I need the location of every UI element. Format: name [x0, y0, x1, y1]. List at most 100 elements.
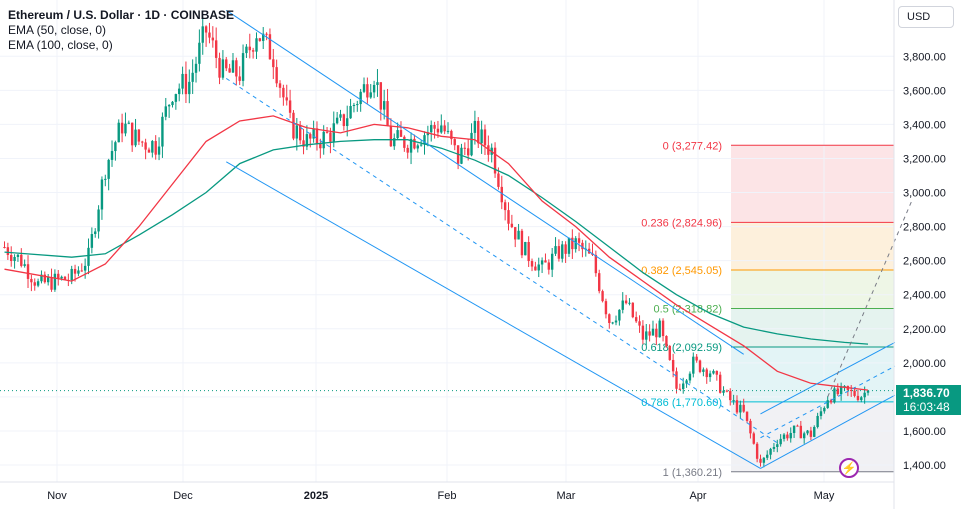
candle-body [567, 237, 571, 254]
candle-body [786, 434, 789, 439]
candle-body [624, 300, 628, 304]
candle-body [574, 238, 577, 250]
candle-body [349, 106, 352, 119]
candle-body [147, 149, 151, 153]
candle-body [214, 40, 218, 58]
candle-body [534, 266, 537, 271]
candle-body [712, 370, 715, 374]
y-tick-label: 3,400.00 [903, 119, 946, 131]
candle-body [63, 276, 67, 280]
candle-body [500, 186, 503, 203]
candle-body [104, 178, 107, 180]
channel-bottom-line [226, 161, 761, 469]
candle-body [732, 400, 735, 402]
candle-body [90, 234, 94, 248]
candle-body [221, 59, 225, 78]
candle-body [346, 118, 349, 127]
candle-body [530, 261, 534, 267]
candle-body [6, 247, 10, 255]
candle-body [446, 130, 450, 132]
candle-body [853, 390, 856, 396]
small-channel-bottom-line [760, 394, 896, 469]
candle-body [43, 274, 47, 283]
candle-body [722, 390, 725, 393]
channel-lines [225, 9, 913, 469]
candle-body [366, 84, 369, 98]
candle-body [110, 151, 114, 160]
candle-body [423, 135, 426, 145]
candle-body [393, 138, 396, 147]
candle-body [752, 433, 755, 444]
candle-body [480, 129, 483, 144]
candle-body [198, 42, 201, 64]
candle-body [396, 130, 399, 139]
y-tick-label: 2,200.00 [903, 324, 946, 336]
candle-body [53, 273, 57, 290]
fibonacci-fills [731, 145, 894, 472]
candle-body [352, 104, 356, 107]
candle-body [443, 125, 446, 132]
candle-body [302, 140, 305, 147]
legend-ema50[interactable]: EMA (50, close, 0) [8, 23, 107, 37]
candle-body [655, 328, 658, 338]
candle-body [547, 262, 551, 270]
y-tick-label: 3,200.00 [903, 153, 946, 165]
legend-ema100[interactable]: EMA (100, close, 0) [8, 38, 113, 52]
candle-body [87, 247, 90, 266]
candle-body [322, 131, 325, 149]
y-tick-label: 3,600.00 [903, 85, 946, 97]
ema100-line [4, 139, 869, 345]
y-tick-label: 2,800.00 [903, 222, 946, 234]
candle-body [100, 179, 104, 210]
candle-body [621, 300, 624, 310]
candle-body [503, 202, 507, 211]
fibonacci-zone [731, 222, 894, 270]
candle-body [386, 101, 389, 126]
candle-body [638, 321, 641, 326]
lightning-icon[interactable]: ⚡ [839, 458, 859, 478]
candle-body [20, 254, 23, 266]
candle-body [598, 273, 601, 292]
candle-body [141, 141, 144, 143]
candle-body [225, 59, 228, 69]
fibonacci-zone [731, 269, 894, 309]
candle-body [769, 448, 772, 455]
candle-body [201, 26, 204, 43]
candle-body [608, 314, 611, 324]
x-tick-label: Mar [557, 490, 576, 502]
candle-body [581, 242, 584, 250]
candle-body [776, 444, 779, 447]
candle-body [117, 122, 120, 143]
fibonacci-level-label: 1 (1,360.21) [663, 467, 722, 479]
candle-body [36, 281, 40, 286]
candle-body [268, 34, 272, 60]
candle-body [309, 134, 312, 139]
candle-body [833, 388, 836, 403]
candle-body [520, 230, 524, 256]
candle-body [30, 278, 33, 283]
candle-body [406, 147, 409, 153]
candle-body [218, 57, 221, 78]
candle-body [262, 33, 265, 41]
candle-body [419, 144, 423, 146]
candle-body [16, 254, 20, 257]
candle-body [564, 244, 567, 254]
candle-body [399, 130, 403, 137]
currency-button[interactable]: USD [898, 6, 954, 28]
candle-body [665, 336, 668, 346]
candle-body [850, 390, 853, 392]
candle-body [325, 131, 329, 133]
candle-body [130, 122, 134, 146]
candle-body [379, 82, 383, 110]
candle-body [73, 268, 77, 274]
last-price-value: 1,836.70 [903, 386, 950, 400]
candle-body [241, 53, 245, 81]
fibonacci-zone [731, 401, 894, 472]
candle-body [57, 273, 60, 279]
candle-body [571, 237, 574, 250]
candle-body [618, 309, 621, 321]
y-tick-label: 3,800.00 [903, 51, 946, 63]
candle-body [466, 148, 470, 156]
